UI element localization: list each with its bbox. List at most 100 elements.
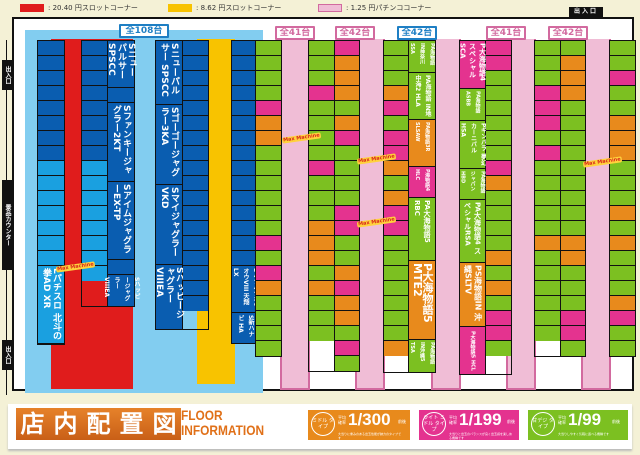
machine-slot[interactable]: [183, 41, 208, 56]
machine-slot[interactable]: [384, 296, 408, 311]
machine-slot[interactable]: [309, 116, 334, 131]
machine-slot[interactable]: [256, 326, 281, 341]
machine-slot[interactable]: [309, 206, 334, 221]
machine-pa-umi-chichukai[interactable]: PA海物語 IN地中海2 HLA: [409, 73, 435, 120]
machine-slot[interactable]: [384, 86, 408, 101]
machine-slot[interactable]: [610, 296, 635, 311]
machine-slot[interactable]: [486, 71, 511, 86]
machine-slot[interactable]: [309, 101, 334, 116]
machine-slot[interactable]: [384, 101, 408, 116]
machine-slot[interactable]: [486, 146, 511, 161]
machine-slot[interactable]: [384, 251, 408, 266]
machine-slot[interactable]: [486, 311, 511, 326]
machine-slot[interactable]: [560, 41, 585, 56]
machine-slot[interactable]: [38, 161, 64, 176]
machine-slot[interactable]: [560, 101, 585, 116]
machine-slot[interactable]: [256, 341, 281, 356]
machine-slot[interactable]: [183, 131, 208, 146]
machine-slot[interactable]: [610, 131, 635, 146]
machine-slot[interactable]: [232, 71, 258, 86]
machine-slot[interactable]: [38, 71, 64, 86]
machine-im-juggler[interactable]: SアイムジャグラーEX-TP: [108, 182, 134, 260]
top-entrance[interactable]: 出入口: [569, 7, 603, 17]
machine-slot[interactable]: [486, 221, 511, 236]
machine-slot[interactable]: [610, 116, 635, 131]
machine-slot[interactable]: [535, 221, 560, 236]
machine-slot[interactable]: [384, 281, 408, 296]
machine-pa-umi-japan[interactable]: PA海物語 ジャパン HBD: [460, 169, 486, 200]
machine-slot[interactable]: [535, 56, 560, 71]
machine-slot[interactable]: [256, 131, 281, 146]
machine-slot[interactable]: [38, 86, 64, 101]
machine-slot[interactable]: [82, 101, 107, 116]
machine-slot[interactable]: [334, 161, 359, 176]
machine-slot[interactable]: [384, 71, 408, 86]
machine-slot[interactable]: [232, 161, 258, 176]
machine-slot[interactable]: [384, 131, 408, 146]
machine-slot[interactable]: [256, 311, 281, 326]
machine-slot[interactable]: [535, 116, 560, 131]
machine-slot[interactable]: [309, 281, 334, 296]
machine-slot[interactable]: [535, 296, 560, 311]
machine-slot[interactable]: [535, 71, 560, 86]
machine-slot[interactable]: [256, 206, 281, 221]
machine-slot[interactable]: [256, 176, 281, 191]
machine-slot[interactable]: [183, 71, 208, 86]
machine-slot[interactable]: [610, 41, 635, 56]
machine-slot[interactable]: [535, 146, 560, 161]
machine-slot[interactable]: [560, 176, 585, 191]
machine-slot[interactable]: [560, 266, 585, 281]
machine-slot[interactable]: [183, 236, 208, 251]
machine-slot[interactable]: [610, 281, 635, 296]
machine-pa-oumi-4-sp-rsa[interactable]: PA大海物語4 スペシャルRSA: [460, 200, 485, 263]
machine-happy-juggler[interactable]: SハッピージャグラーVIIIEA: [154, 265, 184, 329]
machine-slot[interactable]: [486, 296, 511, 311]
machine-slot[interactable]: [560, 206, 585, 221]
machine-slot[interactable]: [256, 71, 281, 86]
machine-slot[interactable]: [82, 266, 107, 281]
machine-slot[interactable]: [256, 146, 281, 161]
machine-slot[interactable]: [535, 251, 560, 266]
machine-slot[interactable]: [334, 296, 359, 311]
machine-slot[interactable]: [82, 146, 107, 161]
machine-new-pulsar[interactable]: Sニューパルサー SPSCC: [106, 41, 136, 88]
machine-slot[interactable]: [38, 56, 64, 71]
machine-slot[interactable]: [232, 206, 258, 221]
machine-slot[interactable]: [560, 146, 585, 161]
machine-slot[interactable]: [560, 56, 585, 71]
machine-slot[interactable]: [610, 221, 635, 236]
machine-slot[interactable]: [309, 296, 334, 311]
machine-p-oumi-4-sp[interactable]: P大海物語4 スペシャル SCA: [459, 41, 487, 89]
machine-slot[interactable]: [232, 86, 258, 101]
machine-slot[interactable]: [610, 266, 635, 281]
machine-slot[interactable]: [610, 86, 635, 101]
machine-slot[interactable]: [610, 326, 635, 341]
machine-slot[interactable]: [535, 191, 560, 206]
machine-slot[interactable]: [535, 161, 560, 176]
machine-slot[interactable]: [486, 341, 511, 356]
machine-slot[interactable]: [486, 326, 511, 341]
machine-slot[interactable]: [183, 206, 208, 221]
machine-slot[interactable]: [309, 176, 334, 191]
machine-slot[interactable]: [82, 161, 107, 176]
machine-slot[interactable]: [334, 326, 359, 341]
machine-slot[interactable]: [560, 326, 585, 341]
machine-slot[interactable]: [183, 251, 208, 266]
machine-slot[interactable]: [232, 131, 258, 146]
machine-slot[interactable]: [183, 101, 208, 116]
machine-slot[interactable]: [232, 41, 258, 56]
machine-slot[interactable]: [256, 236, 281, 251]
machine-slot[interactable]: [560, 116, 585, 131]
machine-slot[interactable]: [486, 131, 511, 146]
machine-slot[interactable]: [232, 176, 258, 191]
machine-slot[interactable]: [309, 56, 334, 71]
machine-slot[interactable]: [486, 191, 511, 206]
machine-slot[interactable]: [384, 191, 408, 206]
machine-slot[interactable]: [535, 311, 560, 326]
machine-slot[interactable]: [309, 266, 334, 281]
machine-slot[interactable]: [82, 191, 107, 206]
machine-slot[interactable]: [309, 326, 334, 341]
machine-slot[interactable]: [486, 266, 511, 281]
machine-slot[interactable]: [334, 356, 359, 371]
machine-slot[interactable]: [38, 221, 64, 236]
